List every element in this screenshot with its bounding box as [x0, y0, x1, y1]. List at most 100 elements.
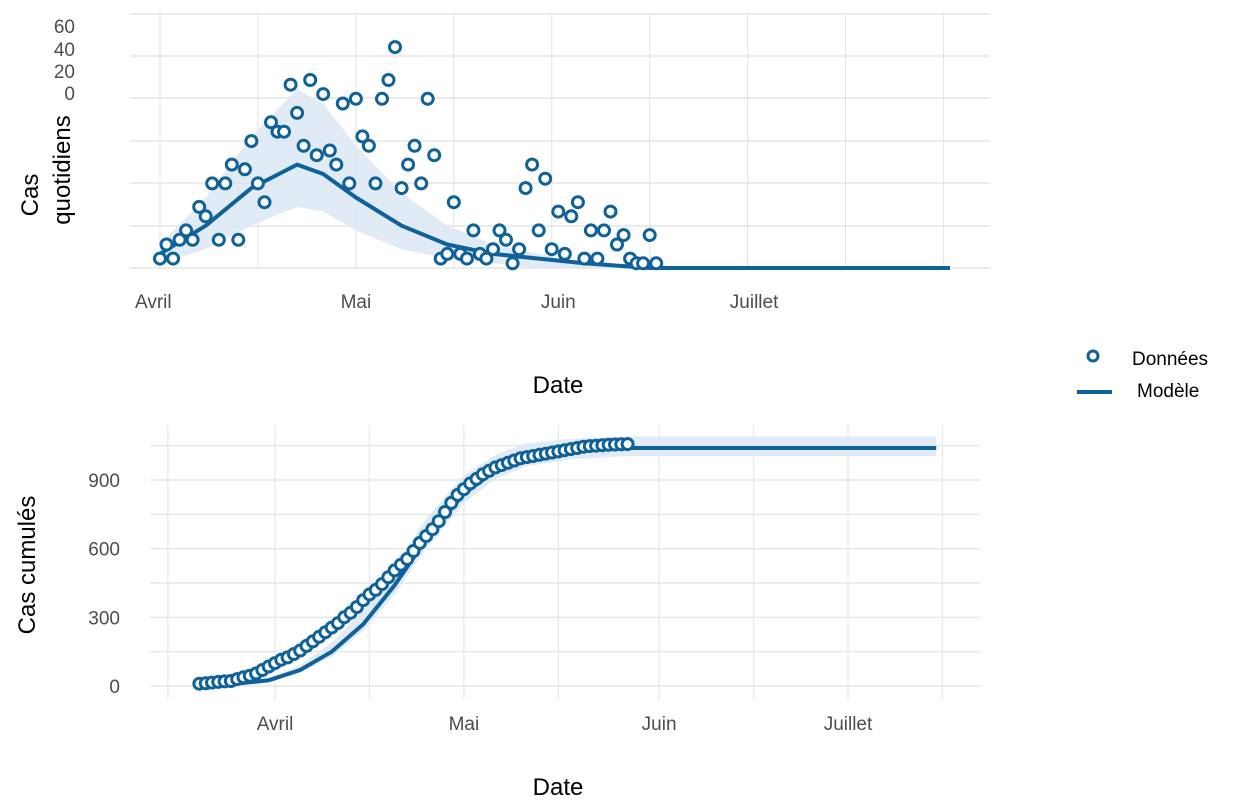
top-data-point: [440, 246, 455, 261]
top-data-point: [616, 228, 631, 243]
bot-x-tick-label: Avril: [257, 714, 294, 735]
top-data-point: [166, 251, 181, 266]
legend: Données Modèle: [1077, 349, 1208, 402]
top-data-point: [610, 237, 624, 252]
cumulative-data-points: [192, 437, 635, 691]
top-data-point: [642, 228, 657, 243]
top-data-point: [603, 204, 618, 219]
top-y-tick-label: 40: [54, 40, 75, 61]
top-data-point: [551, 204, 566, 219]
top-data-point: [159, 237, 174, 252]
top-data-point: [459, 251, 474, 266]
top-data-point: [564, 209, 579, 224]
top-data-point: [361, 138, 376, 153]
top-y-tick-label: 0: [64, 84, 75, 105]
top-data-point: [479, 251, 494, 266]
top-data-point: [179, 223, 194, 238]
top-data-point: [218, 176, 233, 191]
top-x-tick-label: Mai: [341, 292, 372, 313]
top-data-point: [407, 138, 422, 153]
top-data-point: [544, 242, 559, 257]
top-data-point: [257, 195, 272, 210]
top-data-point: [597, 223, 611, 238]
top-data-point: [185, 232, 200, 247]
top-data-point: [375, 91, 389, 106]
legend-model-label: Modèle: [1137, 381, 1199, 402]
bot-data-point: [431, 514, 446, 529]
top-y-tick-label: 60: [54, 17, 75, 38]
bot-x-tick-label: Juin: [642, 714, 677, 735]
daily-x-tick-labels: Avril Mai Juin Juillet: [135, 292, 779, 313]
legend-data-point-key: [1086, 349, 1100, 363]
top-data-point: [512, 242, 527, 257]
top-data-point: [283, 77, 298, 92]
top-data-point: [414, 176, 429, 191]
top-data-point: [538, 171, 553, 186]
top-data-point: [368, 176, 383, 191]
top-data-point: [192, 199, 207, 214]
bot-y-tick-label: 0: [109, 677, 120, 698]
daily-y-axis-title: Cas quotidiens: [17, 115, 76, 224]
top-data-point: [525, 157, 540, 172]
top-data-point: [427, 148, 442, 163]
top-data-point: [388, 40, 402, 55]
bot-data-point: [438, 505, 452, 519]
daily-y-axis-title-line1: Cas: [17, 174, 44, 217]
top-data-point: [309, 148, 324, 163]
top-data-point: [205, 176, 220, 191]
top-data-point: [329, 157, 344, 172]
top-data-point: [342, 176, 357, 191]
cumulative-x-axis-title: Date: [533, 774, 584, 801]
cumulative-x-tick-labels: Avril Mai Juin Juillet: [257, 714, 873, 735]
top-data-point: [381, 73, 396, 87]
daily-data-points: [153, 40, 664, 271]
top-data-point: [231, 232, 246, 247]
legend-data-label: Données: [1132, 349, 1208, 370]
daily-x-axis-title: Date: [533, 372, 584, 399]
top-data-point: [322, 143, 337, 158]
top-data-point: [583, 223, 598, 238]
cumulative-cases-panel: Avril Mai Juin Juillet 0 300 600 900 Date Cas …: [14, 425, 980, 801]
top-data-point: [250, 176, 265, 191]
cumulative-y-axis-title: Cas cumulés: [14, 496, 41, 635]
top-data-point: [466, 223, 481, 238]
top-data-point: [290, 105, 305, 120]
top-data-point: [486, 242, 500, 257]
cumulative-y-tick-labels: 0 300 600 900: [88, 471, 120, 698]
top-data-point: [518, 181, 533, 196]
top-data-point: [316, 87, 331, 102]
bot-y-tick-label: 600: [88, 540, 120, 561]
top-data-point: [446, 195, 461, 210]
top-data-point: [264, 115, 278, 130]
top-data-point: [401, 157, 416, 172]
top-data-point: [296, 138, 311, 153]
top-data-point: [649, 256, 664, 271]
top-data-point: [492, 223, 507, 238]
top-data-point: [303, 73, 318, 87]
top-data-point: [277, 124, 291, 139]
top-data-point: [224, 157, 239, 172]
top-data-point: [499, 232, 513, 247]
top-data-point: [636, 256, 651, 271]
top-x-tick-label: Avril: [135, 292, 172, 313]
bot-y-tick-label: 900: [88, 471, 120, 492]
top-data-point: [420, 91, 435, 106]
top-data-point: [348, 91, 363, 106]
daily-model-ribbon: [160, 89, 950, 269]
top-data-point: [335, 96, 350, 111]
top-data-point: [577, 251, 592, 266]
bot-x-tick-label: Juillet: [824, 714, 873, 735]
top-data-point: [355, 129, 370, 144]
bot-data-point: [620, 437, 635, 452]
daily-y-axis-title-line2: quotidiens: [49, 115, 76, 224]
bot-y-tick-label: 300: [88, 608, 120, 629]
top-data-point: [394, 181, 409, 196]
top-x-tick-label: Juillet: [730, 292, 779, 313]
bot-x-tick-label: Mai: [449, 714, 480, 735]
top-data-point: [237, 162, 252, 177]
top-data-point: [211, 232, 226, 247]
top-data-point: [557, 246, 572, 261]
top-y-tick-label: 20: [54, 62, 75, 83]
